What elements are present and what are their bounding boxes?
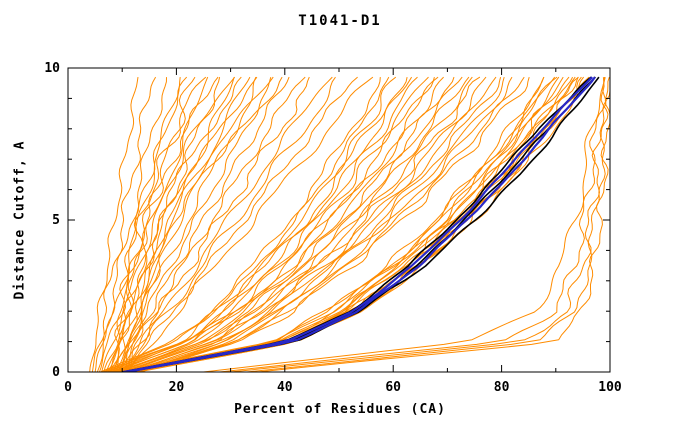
y-tick-label: 10 xyxy=(44,61,60,76)
curve-predicted-models xyxy=(110,76,418,372)
curve-predicted-models xyxy=(107,76,413,372)
curve-predicted-models xyxy=(127,76,274,372)
curve-predicted-models xyxy=(104,76,397,372)
curve-predicted-models xyxy=(94,77,167,372)
curve-predicted-models xyxy=(117,76,444,372)
curve-predicted-models xyxy=(111,76,429,372)
curve-predicted-models xyxy=(129,76,576,372)
y-tick-label: 0 xyxy=(52,365,60,380)
curve-predicted-models xyxy=(132,76,502,372)
chart-title: T1041-D1 xyxy=(298,13,382,29)
curve-predicted-models xyxy=(118,76,545,372)
curve-predicted-models xyxy=(98,76,196,372)
curve-predicted-models xyxy=(126,76,481,372)
curve-predicted-models xyxy=(114,76,290,372)
curve-predicted-models xyxy=(122,76,336,372)
x-tick-label: 100 xyxy=(598,380,622,395)
curve-predicted-models xyxy=(119,76,236,372)
curve-predicted-models xyxy=(121,76,463,372)
y-tick-label: 5 xyxy=(52,213,60,228)
curve-predicted-models xyxy=(113,76,435,372)
curve-predicted-models xyxy=(121,76,558,372)
curve-predicted-models xyxy=(230,77,609,372)
curve-predicted-models xyxy=(136,76,513,372)
curve-predicted-models xyxy=(125,76,473,372)
curve-predicted-models xyxy=(118,76,310,372)
y-axis-label: Distance Cutoff, A xyxy=(12,140,28,300)
curve-predicted-models xyxy=(138,76,525,372)
curve-predicted-models xyxy=(89,77,139,372)
x-tick-label: 20 xyxy=(169,380,185,395)
curve-predicted-models xyxy=(116,76,545,372)
curve-predicted-models xyxy=(103,76,221,372)
curve-predicted-models xyxy=(134,76,505,372)
curve-predicted-models xyxy=(127,76,374,372)
curve-predicted-models xyxy=(203,76,606,372)
curve-predicted-models xyxy=(140,76,530,372)
curve-predicted-models xyxy=(257,76,610,372)
curve-predicted-models xyxy=(219,77,607,372)
x-tick-label: 80 xyxy=(494,380,510,395)
curve-predicted-models xyxy=(132,76,579,372)
curve-predicted-models xyxy=(119,76,556,372)
x-axis-label: Percent of Residues (CA) xyxy=(234,402,446,417)
x-tick-label: 60 xyxy=(385,380,401,395)
curve-highlighted-blue xyxy=(123,76,593,372)
curve-predicted-models xyxy=(116,76,219,372)
curve-predicted-models xyxy=(129,76,283,372)
curve-predicted-models xyxy=(246,77,610,372)
curve-predicted-models xyxy=(101,76,209,372)
curve-predicted-models xyxy=(91,76,157,372)
curve-predicted-models xyxy=(110,76,188,372)
curve-predicted-models xyxy=(113,76,207,372)
curve-predicted-models xyxy=(125,76,358,372)
x-tick-label: 40 xyxy=(277,380,293,395)
curve-highlighted-blue xyxy=(126,76,596,372)
curve-predicted-models xyxy=(96,77,181,372)
curve-predicted-models xyxy=(123,76,560,372)
curve-predicted-models xyxy=(107,76,251,372)
curve-predicted-models xyxy=(115,76,439,372)
curve-predicted-models xyxy=(120,76,333,372)
curve-predicted-models xyxy=(123,76,470,372)
x-tick-label: 0 xyxy=(64,380,72,395)
curve-predicted-models xyxy=(124,76,258,372)
curve-highlighted-black xyxy=(122,76,592,372)
curve-predicted-models xyxy=(102,76,390,372)
curve-predicted-models xyxy=(109,76,257,372)
